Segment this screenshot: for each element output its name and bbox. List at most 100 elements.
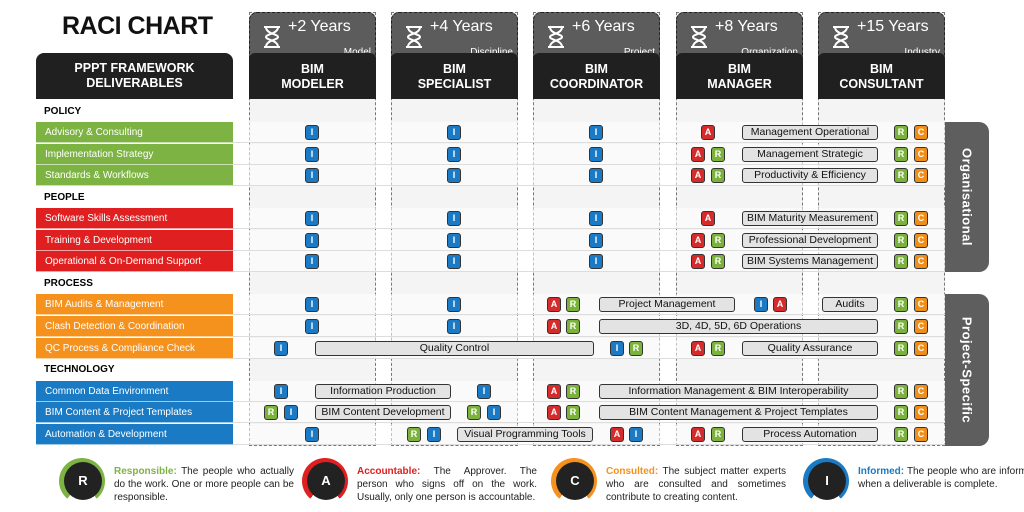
raci-badge-R: R — [711, 254, 725, 269]
raci-badge-R: R — [711, 427, 725, 442]
raci-badge-I: I — [447, 297, 461, 312]
raci-badge-R: R — [566, 405, 580, 420]
framework-header: PPPT FRAMEWORK DELIVERABLES — [36, 53, 233, 99]
level-label: Industry — [904, 47, 940, 58]
raci-badge-R: R — [894, 297, 908, 312]
raci-badge-C: C — [914, 125, 928, 140]
legend-letter: A — [307, 462, 345, 500]
raci-badge-R: R — [894, 211, 908, 226]
deliverable-item: Automation & Development — [36, 424, 233, 445]
raci-badge-A: A — [547, 297, 561, 312]
deliverable-item: Common Data Environment — [36, 381, 233, 402]
raci-badge-I: I — [284, 405, 298, 420]
raci-badge-R: R — [894, 427, 908, 442]
raci-badge-I: I — [589, 233, 603, 248]
raci-badge-A: A — [691, 147, 705, 162]
experience-header: +8 Years Organization — [676, 12, 803, 60]
raci-badge-I: I — [447, 233, 461, 248]
raci-badge-C: C — [914, 233, 928, 248]
role-name: BIM COORDINATOR — [533, 53, 660, 99]
raci-badge-I: I — [754, 297, 768, 312]
category-heading: PROCESS — [36, 273, 233, 294]
raci-badge-R: R — [566, 319, 580, 334]
raci-badge-I: I — [305, 168, 319, 183]
responsibility-pill: Process Automation — [742, 427, 878, 442]
responsibility-pill: Professional Development — [742, 233, 878, 248]
category-heading: PEOPLE — [36, 187, 233, 208]
raci-badge-C: C — [914, 254, 928, 269]
deliverable-item: Training & Development — [36, 230, 233, 251]
raci-badge-I: I — [487, 405, 501, 420]
responsibility-pill: Visual Programming Tools — [457, 427, 593, 442]
raci-badge-R: R — [894, 384, 908, 399]
raci-badge-I: I — [305, 319, 319, 334]
raci-badge-R: R — [711, 341, 725, 356]
raci-badge-R: R — [566, 297, 580, 312]
raci-badge-R: R — [894, 319, 908, 334]
raci-badge-R: R — [711, 168, 725, 183]
raci-badge-C: C — [914, 147, 928, 162]
responsibility-pill: BIM Maturity Measurement — [742, 211, 878, 226]
responsibility-pill: Management Operational — [742, 125, 878, 140]
legend-keyword: Accountable: — [357, 466, 421, 477]
raci-badge-I: I — [589, 147, 603, 162]
experience-header: +2 Years Model — [249, 12, 376, 60]
raci-badge-A: A — [547, 319, 561, 334]
raci-badge-I: I — [427, 427, 441, 442]
raci-badge-R: R — [407, 427, 421, 442]
level-label: Discipline — [470, 47, 513, 58]
legend-description: The Approver. The person who signs off o… — [357, 466, 537, 503]
responsibility-pill: 3D, 4D, 5D, 6D Operations — [599, 319, 878, 334]
responsibility-pill: Management Strategic — [742, 147, 878, 162]
legend-text: Consulted: The subject matter experts wh… — [606, 465, 786, 504]
raci-badge-R: R — [894, 405, 908, 420]
raci-badge-R: R — [264, 405, 278, 420]
raci-badge-I: I — [589, 211, 603, 226]
raci-badge-R: R — [894, 125, 908, 140]
legend-letter: C — [556, 462, 594, 500]
raci-badge-A: A — [610, 427, 624, 442]
raci-badge-I: I — [610, 341, 624, 356]
raci-badge-A: A — [691, 254, 705, 269]
legend-description: The people who actually do the work. One… — [114, 466, 294, 503]
raci-badge-I: I — [305, 233, 319, 248]
raci-badge-A: A — [547, 405, 561, 420]
experience-header: +4 Years Discipline — [391, 12, 518, 60]
raci-badge-C: C — [914, 168, 928, 183]
role-name: BIM SPECIALIST — [391, 53, 518, 99]
raci-badge-I: I — [589, 168, 603, 183]
legend-description: The people who are informed when a deliv… — [858, 466, 1024, 490]
raci-badge-R: R — [711, 147, 725, 162]
deliverable-item: BIM Content & Project Templates — [36, 402, 233, 423]
raci-badge-R: R — [894, 341, 908, 356]
raci-badge-I: I — [305, 147, 319, 162]
years-label: +6 Years — [572, 18, 635, 35]
raci-badge-I: I — [305, 254, 319, 269]
raci-badge-C: C — [914, 384, 928, 399]
level-label: Project — [624, 47, 655, 58]
years-label: +15 Years — [857, 18, 929, 35]
raci-badge-I: I — [447, 211, 461, 226]
deliverable-item: Implementation Strategy — [36, 144, 233, 165]
years-label: +8 Years — [715, 18, 778, 35]
role-name: BIM CONSULTANT — [818, 53, 945, 99]
raci-badge-A: A — [691, 168, 705, 183]
raci-badge-I: I — [447, 319, 461, 334]
deliverable-item: Clash Detection & Coordination — [36, 316, 233, 337]
legend-keyword: Responsible: — [114, 466, 177, 477]
deliverable-item: Software Skills Assessment — [36, 208, 233, 229]
role-name: BIM MANAGER — [676, 53, 803, 99]
legend-keyword: Consulted: — [606, 466, 659, 477]
raci-badge-I: I — [305, 297, 319, 312]
side-label-organisational: Organisational — [945, 122, 989, 272]
raci-badge-A: A — [691, 341, 705, 356]
responsibility-pill: Quality Control — [315, 341, 594, 356]
raci-badge-I: I — [447, 147, 461, 162]
experience-header: +15 Years Industry — [818, 12, 945, 60]
responsibility-pill: Audits — [822, 297, 878, 312]
raci-badge-R: R — [894, 233, 908, 248]
chart-title: RACI CHART — [62, 12, 213, 40]
legend-letter: R — [64, 462, 102, 500]
raci-badge-A: A — [701, 125, 715, 140]
responsibility-pill: Information Production — [315, 384, 451, 399]
